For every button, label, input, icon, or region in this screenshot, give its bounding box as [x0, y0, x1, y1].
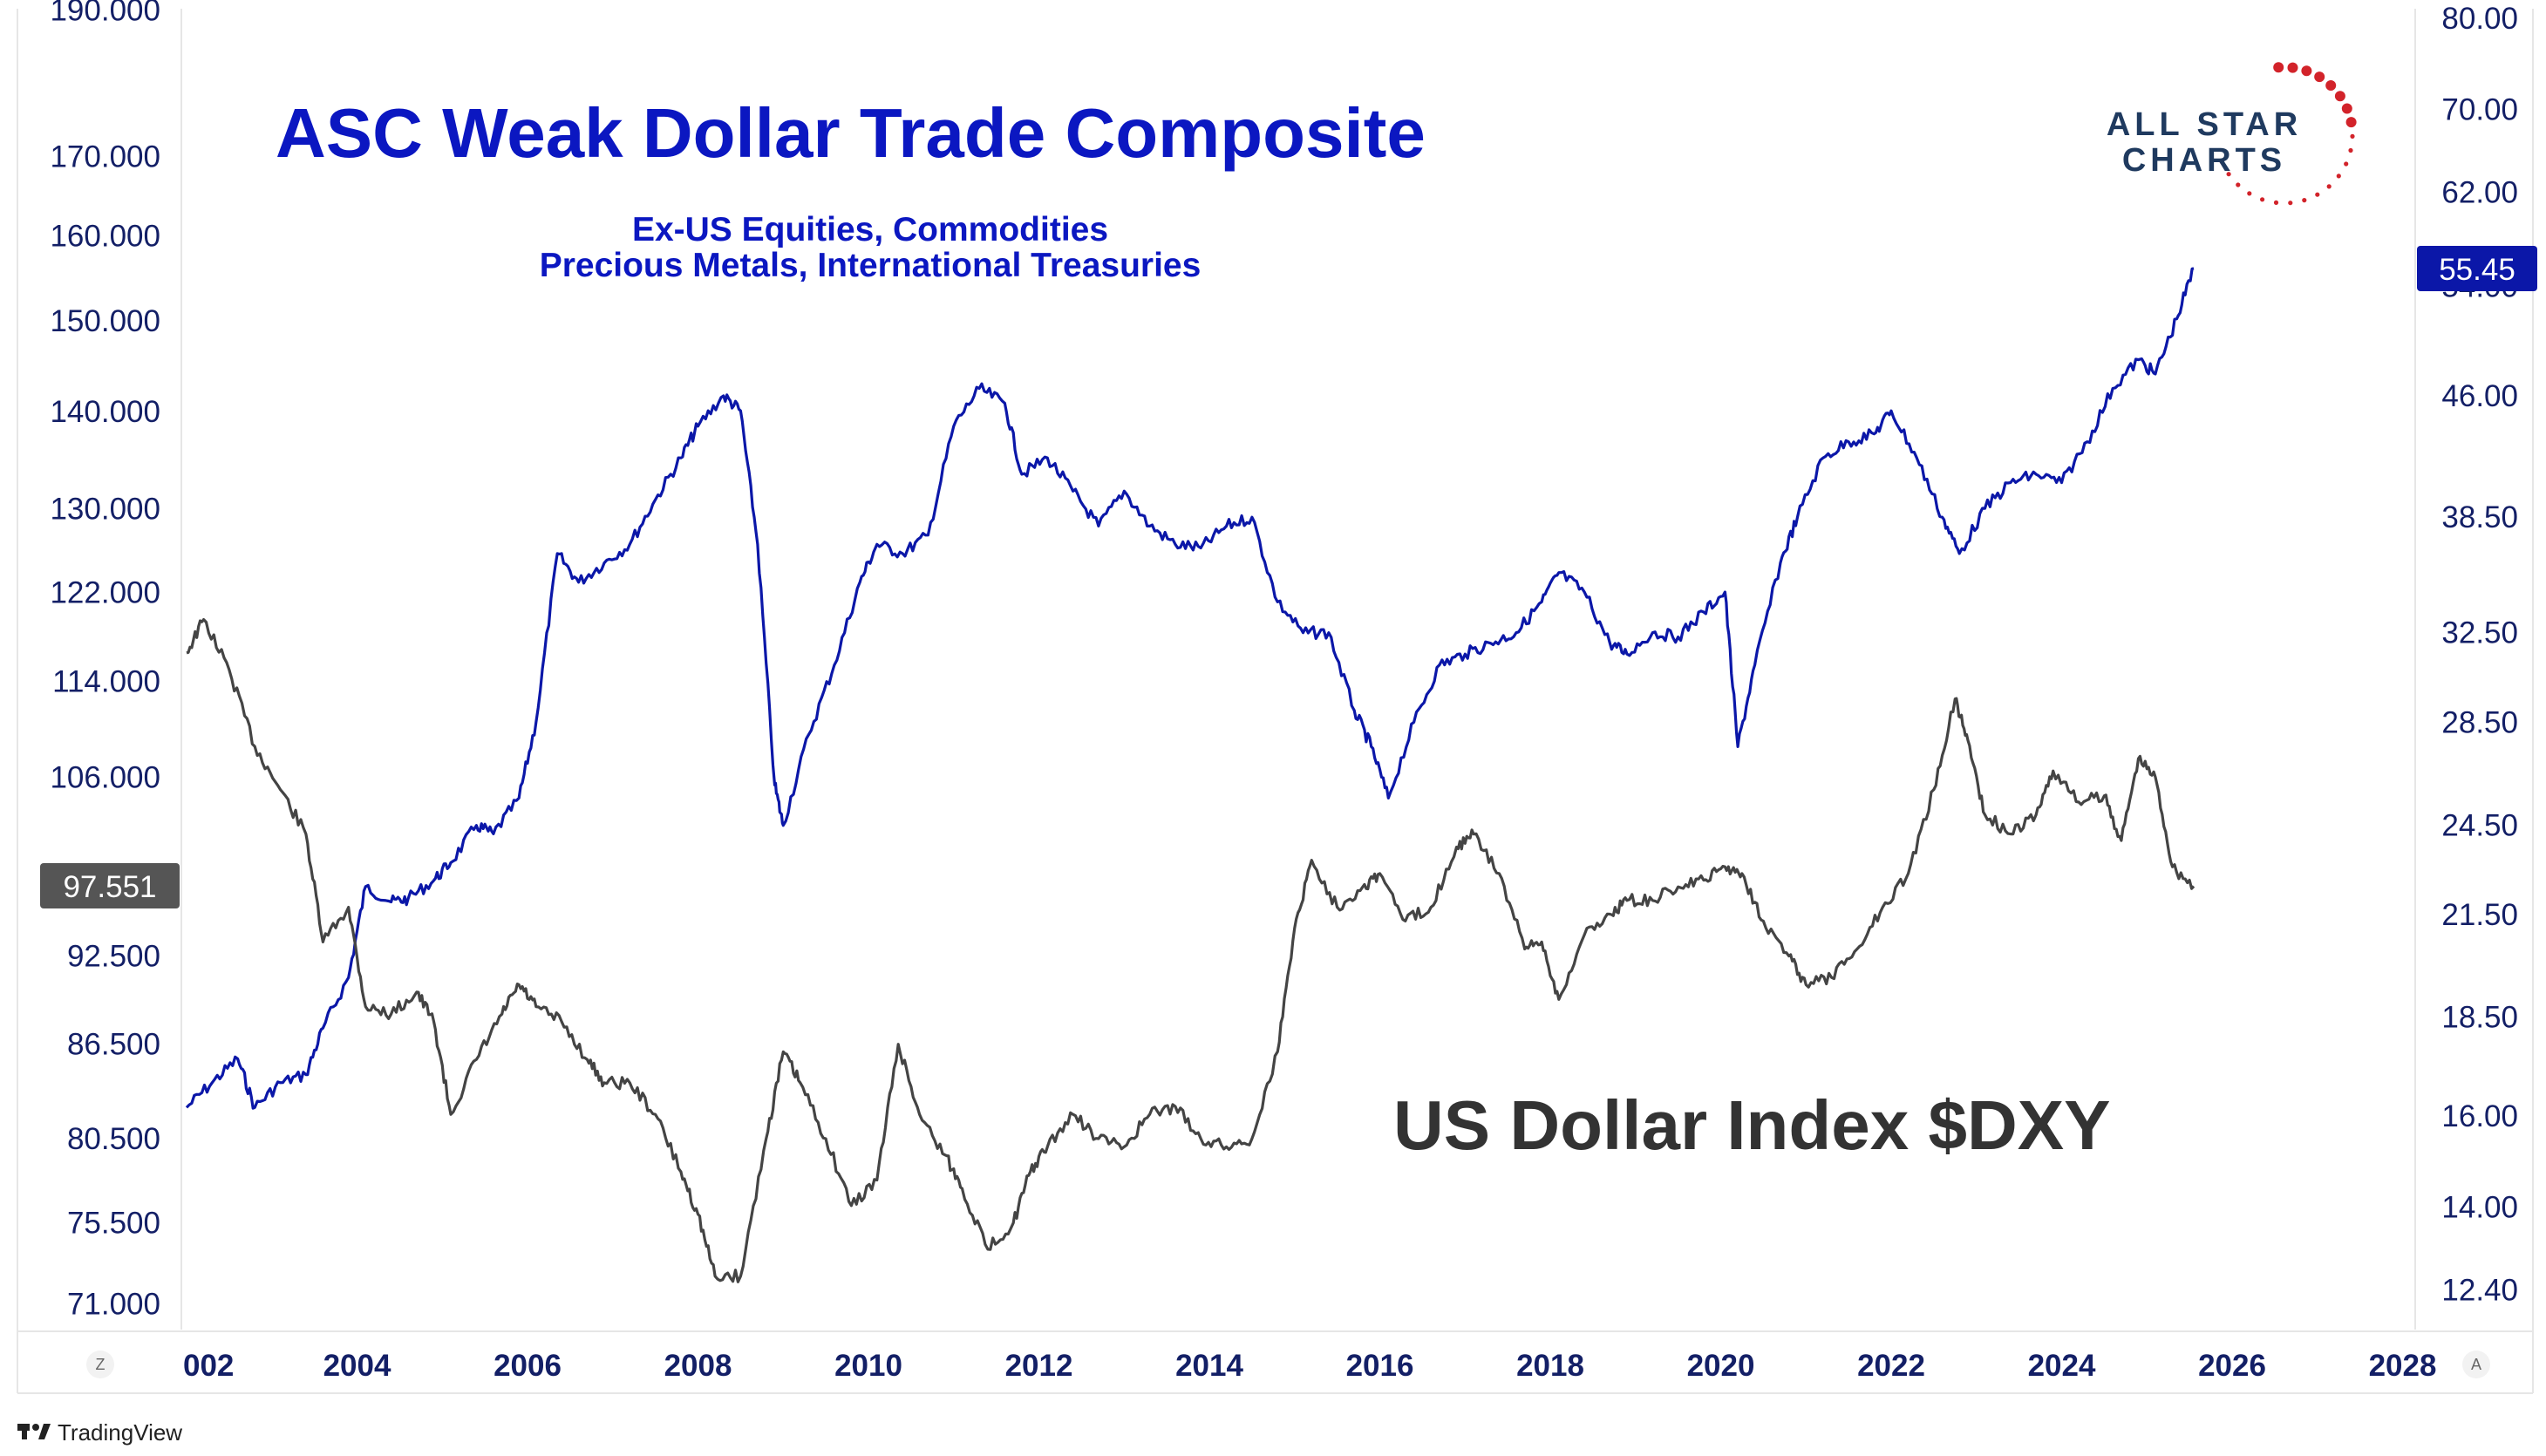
y-right-tick-label: 14.00	[2441, 1190, 2518, 1224]
y-right-tick-label: 38.50	[2441, 500, 2518, 534]
y-right-tick-label: 28.50	[2441, 705, 2518, 739]
y-left-tick-label: 92.500	[67, 940, 160, 974]
logo-star	[2219, 159, 2224, 165]
logo-star	[2334, 91, 2345, 102]
logo-line-1: ALL STAR	[2107, 106, 2302, 143]
y-right-tick-label: 24.50	[2441, 809, 2518, 843]
y-right-tick-label: 32.50	[2441, 616, 2518, 650]
x-tick-label: 2008	[664, 1349, 732, 1383]
logo-line-2: CHARTS	[2122, 142, 2286, 179]
left-badge-background	[40, 863, 180, 908]
corner-right-circle[interactable]	[2462, 1351, 2490, 1378]
tradingview-watermark[interactable]: TradingView	[17, 1419, 182, 1446]
y-left-tick-label: 140.000	[50, 395, 160, 429]
y-left-tick-label: 71.000	[67, 1287, 160, 1321]
x-tick-label: 2014	[1175, 1349, 1243, 1383]
left-last-value-badge: 97.551	[40, 863, 180, 908]
y-right-tick-label: 21.50	[2441, 898, 2518, 932]
y-left-tick-label: 170.000	[50, 139, 160, 173]
x-tick-label: 2004	[323, 1349, 391, 1383]
x-tick-label: 2022	[1857, 1349, 1925, 1383]
corner-button-left[interactable]: Z	[86, 1351, 114, 1378]
y-right-tick-label: 16.00	[2441, 1099, 2518, 1133]
chart-subtitle-line-1: Ex-US Equities, Commodities	[632, 211, 1108, 248]
y-left-tick-label: 80.500	[67, 1122, 160, 1156]
logo-star	[2273, 200, 2279, 205]
logo-star	[2315, 192, 2320, 197]
y-right-tick-label: 80.00	[2441, 2, 2518, 36]
x-tick-label: 2026	[2198, 1349, 2266, 1383]
x-tick-label: 2018	[1516, 1349, 1584, 1383]
y-right-tick-label: 46.00	[2441, 379, 2518, 413]
logo-star	[2345, 117, 2357, 128]
y-left-tick-label: 190.000	[50, 0, 160, 28]
corner-right-label: A	[2471, 1356, 2481, 1373]
x-tick-label: 002	[183, 1349, 234, 1383]
all-star-charts-logo: ALL STAR CHARTS	[2107, 62, 2357, 206]
dxy-annotation: US Dollar Index $DXY	[1393, 1086, 2110, 1164]
logo-star-ring	[2219, 62, 2357, 206]
logo-star	[2247, 191, 2252, 196]
right-last-value-badge: 55.45	[2417, 246, 2537, 291]
right-badge-background	[2417, 246, 2537, 291]
logo-star	[2236, 182, 2241, 187]
x-tick-label: 2016	[1346, 1349, 1414, 1383]
x-tick-label: 2028	[2369, 1349, 2437, 1383]
logo-star	[2348, 147, 2353, 153]
logo-star	[2341, 103, 2352, 114]
x-tick-label: 2010	[834, 1349, 902, 1383]
y-right-tick-label: 62.00	[2441, 176, 2518, 210]
left-badge-value: 97.551	[63, 870, 156, 904]
x-tick-label: 2024	[2028, 1349, 2096, 1383]
y-left-tick-label: 106.000	[50, 760, 160, 794]
y-left-tick-label: 130.000	[50, 493, 160, 527]
dxy-series-line	[186, 618, 2195, 1283]
corner-left-circle[interactable]	[86, 1351, 114, 1378]
y-right-tick-label: 12.40	[2441, 1273, 2518, 1307]
logo-star	[2302, 198, 2307, 203]
logo-star	[2226, 172, 2231, 177]
y-left-tick-label: 75.500	[67, 1207, 160, 1241]
x-tick-label: 2006	[494, 1349, 562, 1383]
logo-star	[2314, 71, 2325, 83]
y-right-tick-label: 70.00	[2441, 93, 2518, 127]
y-left-tick-label: 114.000	[52, 665, 160, 699]
y-left-tick-label: 160.000	[50, 220, 160, 254]
logo-star	[2336, 173, 2341, 179]
logo-star	[2273, 62, 2284, 73]
y-left-axis: 190.000 170.000 160.000 150.000 140.000 130.0…	[50, 0, 160, 1321]
logo-star	[2350, 133, 2355, 139]
logo-star	[2325, 80, 2337, 91]
y-left-tick-label: 86.500	[67, 1028, 160, 1062]
composite-series-line	[185, 267, 2195, 1110]
corner-button-right[interactable]: A	[2462, 1351, 2490, 1378]
tradingview-label: TradingView	[58, 1419, 182, 1446]
logo-star	[2301, 65, 2312, 77]
logo-star	[2260, 197, 2265, 202]
logo-star	[2344, 161, 2349, 167]
right-badge-value: 55.45	[2439, 253, 2515, 287]
x-axis: 002 2004 2006 2008 2010 2012 2014 2016 2018 2020 2…	[183, 1349, 2436, 1383]
logo-star	[2288, 201, 2293, 206]
y-right-tick-label: 18.50	[2441, 1000, 2518, 1034]
logo-star	[2326, 184, 2332, 189]
y-right-axis: 80.0070.0062.0054.0046.0038.5032.5028.50…	[2441, 2, 2518, 1307]
tradingview-logo-icon	[17, 1424, 51, 1439]
logo-star	[2287, 62, 2298, 73]
x-tick-label: 2020	[1687, 1349, 1755, 1383]
chart-subtitle-line-2: Precious Metals, International Treasurie…	[540, 247, 1202, 284]
corner-left-label: Z	[96, 1356, 106, 1373]
y-left-tick-label: 150.000	[50, 304, 160, 338]
chart-title: ASC Weak Dollar Trade Composite	[276, 94, 1426, 172]
series-layer	[185, 267, 2195, 1283]
x-tick-label: 2012	[1005, 1349, 1073, 1383]
y-left-tick-label: 122.000	[50, 575, 160, 609]
